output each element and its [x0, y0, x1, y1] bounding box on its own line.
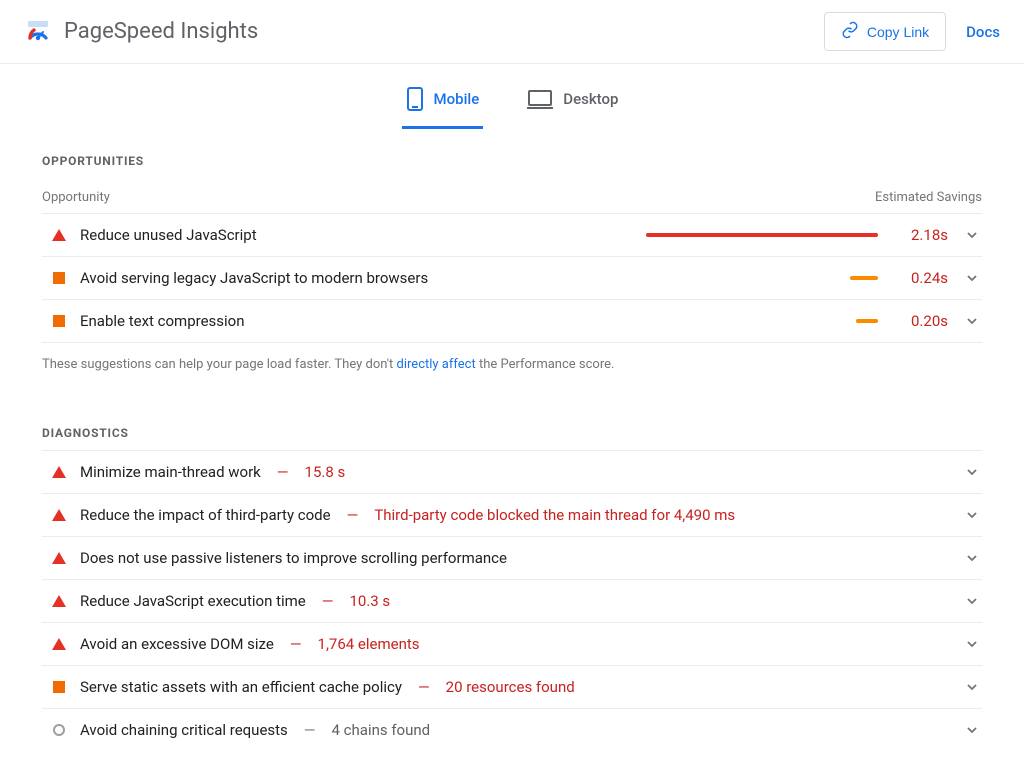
chevron-down-icon — [962, 595, 982, 607]
status-warn-icon — [53, 272, 65, 284]
opportunities-footnote: These suggestions can help your page loa… — [42, 342, 982, 378]
copy-link-label: Copy Link — [867, 24, 929, 40]
chevron-down-icon — [962, 724, 982, 736]
savings-bar — [618, 276, 878, 280]
tab-desktop-label: Desktop — [563, 90, 618, 108]
diagnostic-row[interactable]: Minimize main-thread work—15.8 s — [42, 450, 982, 493]
footnote-pre: These suggestions can help your page loa… — [42, 357, 397, 372]
chevron-down-icon — [962, 229, 982, 241]
diagnostic-title: Minimize main-thread work — [80, 463, 261, 481]
diagnostic-title: Serve static assets with an efficient ca… — [80, 678, 402, 696]
diagnostic-row[interactable]: Avoid an excessive DOM size—1,764 elemen… — [42, 622, 982, 665]
opportunities-list: Reduce unused JavaScript 2.18s Avoid servi… — [42, 213, 982, 342]
status-fail-icon — [52, 466, 66, 478]
chevron-down-icon — [962, 638, 982, 650]
opportunity-title: Avoid serving legacy JavaScript to moder… — [80, 269, 428, 287]
diagnostic-row[interactable]: Reduce JavaScript execution time—10.3 s — [42, 579, 982, 622]
app-title: PageSpeed Insights — [64, 19, 258, 44]
desktop-icon — [527, 88, 553, 110]
tab-mobile-label: Mobile — [434, 90, 480, 108]
pagespeed-logo-icon — [24, 18, 52, 46]
savings-value: 0.20s — [892, 312, 948, 330]
tab-desktop[interactable]: Desktop — [523, 80, 622, 129]
chevron-down-icon — [962, 315, 982, 327]
diagnostic-detail: Third-party code blocked the main thread… — [374, 506, 735, 524]
diagnostic-detail: 20 resources found — [446, 678, 575, 696]
diagnostic-title: Reduce the impact of third-party code — [80, 506, 331, 524]
copy-link-button[interactable]: Copy Link — [824, 12, 946, 51]
link-icon — [841, 21, 859, 42]
diagnostics-list: Minimize main-thread work—15.8 sReduce t… — [42, 450, 982, 751]
tab-mobile[interactable]: Mobile — [402, 80, 484, 129]
main-content: OPPORTUNITIES Opportunity Estimated Savi… — [12, 154, 1012, 751]
status-fail-icon — [52, 638, 66, 650]
savings-value: 2.18s — [892, 226, 948, 244]
opportunity-row[interactable]: Reduce unused JavaScript 2.18s — [42, 213, 982, 256]
status-warn-icon — [53, 315, 65, 327]
diagnostic-title: Avoid chaining critical requests — [80, 721, 288, 739]
app-header: PageSpeed Insights Copy Link Docs — [0, 0, 1024, 64]
status-warn-icon — [53, 681, 65, 693]
status-fail-icon — [52, 595, 66, 607]
diagnostic-row[interactable]: Reduce the impact of third-party code—Th… — [42, 493, 982, 536]
mobile-icon — [406, 86, 424, 112]
diagnostic-detail: 4 chains found — [332, 721, 431, 739]
device-tabs: Mobile Desktop — [0, 64, 1024, 130]
diagnostic-row[interactable]: Avoid chaining critical requests—4 chain… — [42, 708, 982, 751]
chevron-down-icon — [962, 681, 982, 693]
diagnostic-row[interactable]: Does not use passive listeners to improv… — [42, 536, 982, 579]
chevron-down-icon — [962, 272, 982, 284]
status-fail-icon — [52, 509, 66, 521]
diagnostic-detail: 1,764 elements — [318, 635, 420, 653]
chevron-down-icon — [962, 509, 982, 521]
status-info-icon — [53, 724, 65, 736]
savings-bar — [618, 233, 878, 237]
footnote-post: the Performance score. — [476, 357, 615, 372]
header-right: Copy Link Docs — [824, 12, 1000, 51]
opportunities-columns: Opportunity Estimated Savings — [42, 178, 982, 213]
opportunity-title: Enable text compression — [80, 312, 245, 330]
savings-bar — [618, 319, 878, 323]
header-left: PageSpeed Insights — [24, 18, 258, 46]
opportunities-heading: OPPORTUNITIES — [42, 154, 982, 168]
status-fail-icon — [52, 229, 66, 241]
opportunity-title: Reduce unused JavaScript — [80, 226, 257, 244]
diagnostic-row[interactable]: Serve static assets with an efficient ca… — [42, 665, 982, 708]
chevron-down-icon — [962, 466, 982, 478]
savings-value: 0.24s — [892, 269, 948, 287]
docs-link[interactable]: Docs — [966, 23, 1000, 41]
opportunity-row[interactable]: Enable text compression 0.20s — [42, 299, 982, 342]
diagnostics-heading: DIAGNOSTICS — [42, 426, 982, 440]
diagnostic-title: Reduce JavaScript execution time — [80, 592, 306, 610]
status-fail-icon — [52, 552, 66, 564]
col-opportunity: Opportunity — [42, 190, 110, 205]
diagnostic-title: Does not use passive listeners to improv… — [80, 549, 507, 567]
opportunity-row[interactable]: Avoid serving legacy JavaScript to moder… — [42, 256, 982, 299]
diagnostic-title: Avoid an excessive DOM size — [80, 635, 274, 653]
chevron-down-icon — [962, 552, 982, 564]
footnote-link[interactable]: directly affect — [397, 357, 476, 372]
col-savings: Estimated Savings — [875, 190, 982, 205]
diagnostic-detail: 15.8 s — [305, 463, 346, 481]
diagnostic-detail: 10.3 s — [349, 592, 390, 610]
